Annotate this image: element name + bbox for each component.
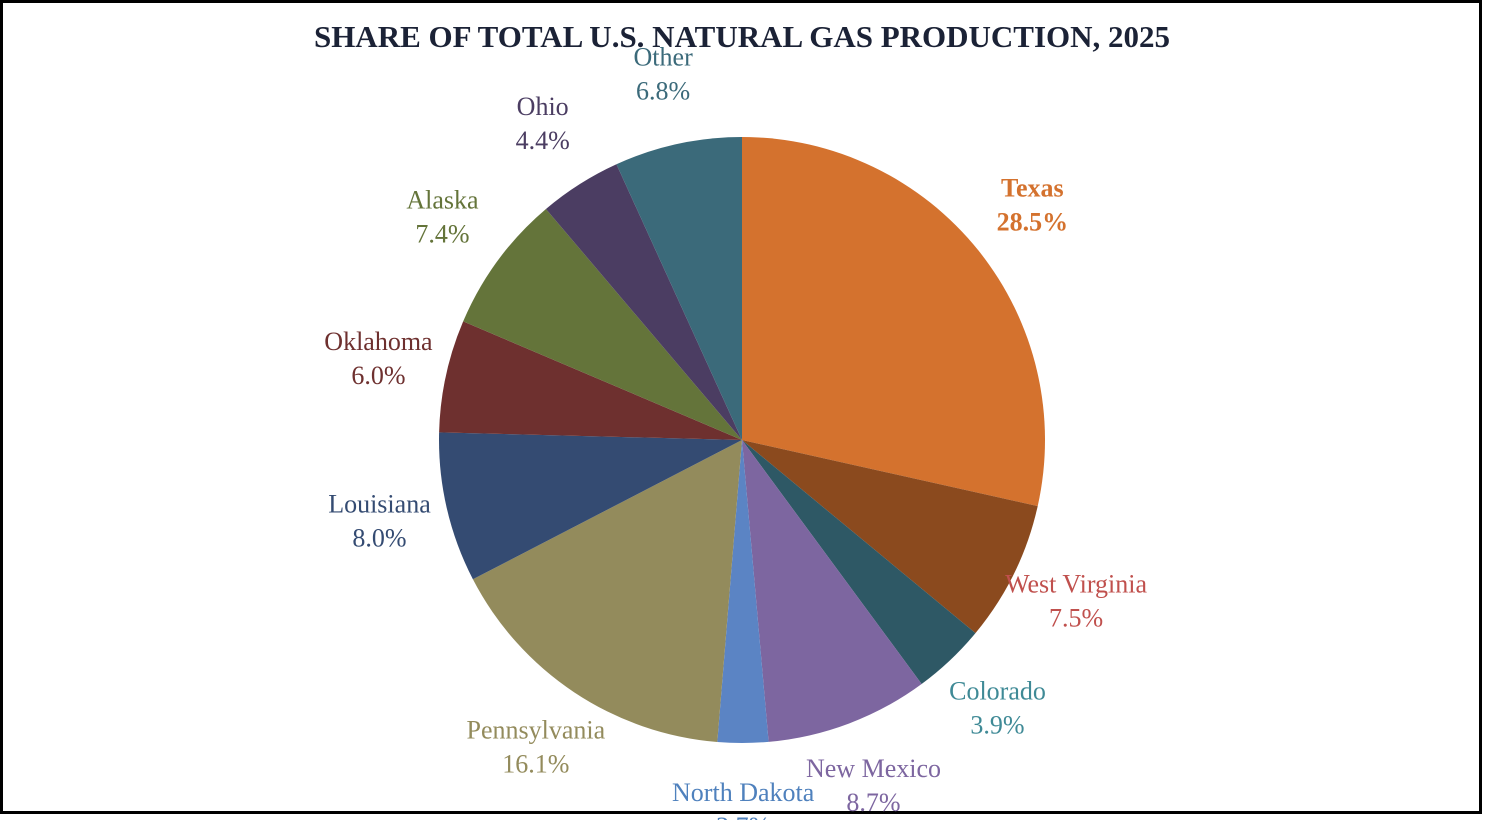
pie-slice xyxy=(742,440,922,742)
slice-label: Louisiana xyxy=(328,489,431,518)
value-label: 7.5% xyxy=(1049,604,1103,633)
slice-label: Other xyxy=(634,42,694,71)
value-label: 4.4% xyxy=(516,126,570,155)
pie-slice xyxy=(545,164,742,440)
slice-label: Ohio xyxy=(517,92,569,121)
slice-label: Oklahoma xyxy=(324,327,433,356)
pie-slice xyxy=(472,440,742,742)
value-label: 8.7% xyxy=(846,788,900,817)
pie-slice xyxy=(717,440,769,743)
pie-slice xyxy=(616,137,742,440)
slice-label: Colorado xyxy=(949,676,1046,705)
pie-slice xyxy=(439,432,742,580)
slice-label: New Mexico xyxy=(806,754,941,783)
slice-label: West Virginia xyxy=(1005,570,1147,599)
pie-slice xyxy=(439,321,742,440)
value-label: 7.4% xyxy=(415,219,469,248)
value-label: 8.0% xyxy=(352,523,406,552)
slice-label: Alaska xyxy=(406,185,479,214)
slice-label: North Dakota xyxy=(672,778,815,807)
value-label: 2.7% xyxy=(716,812,770,820)
slice-label: Pennsylvania xyxy=(466,716,605,745)
pie-slice xyxy=(742,137,1045,507)
slice-label: Texas xyxy=(1001,173,1064,202)
value-label: 6.8% xyxy=(636,76,690,105)
pie-slice xyxy=(463,208,742,440)
pie-slice xyxy=(742,440,976,685)
value-label: 6.0% xyxy=(351,361,405,390)
value-label: 28.5% xyxy=(997,207,1069,236)
value-label: 3.9% xyxy=(970,710,1024,739)
pie-slice xyxy=(742,440,1038,634)
value-label: 16.1% xyxy=(502,750,569,779)
chart-title: SHARE OF TOTAL U.S. NATURAL GAS PRODUCTI… xyxy=(314,19,1170,54)
